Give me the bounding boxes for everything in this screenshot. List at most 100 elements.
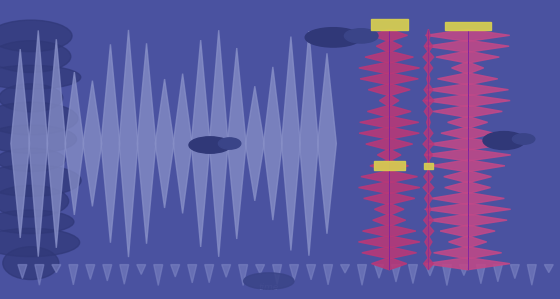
Polygon shape [375, 265, 384, 278]
Ellipse shape [0, 148, 65, 172]
Polygon shape [263, 67, 282, 220]
Polygon shape [120, 265, 129, 284]
Polygon shape [426, 203, 431, 215]
Polygon shape [424, 84, 433, 96]
Polygon shape [510, 265, 519, 279]
Ellipse shape [244, 273, 294, 289]
Polygon shape [459, 265, 468, 275]
Polygon shape [428, 138, 507, 150]
Polygon shape [69, 265, 78, 285]
Polygon shape [363, 192, 415, 205]
Polygon shape [227, 48, 246, 239]
Ellipse shape [0, 165, 81, 196]
Polygon shape [391, 265, 400, 282]
Polygon shape [447, 116, 488, 128]
Polygon shape [425, 236, 432, 248]
Polygon shape [445, 22, 491, 30]
Polygon shape [444, 171, 492, 183]
Polygon shape [427, 73, 430, 85]
Polygon shape [426, 160, 431, 172]
Polygon shape [426, 265, 435, 276]
Ellipse shape [0, 41, 71, 72]
Polygon shape [86, 265, 95, 280]
Ellipse shape [0, 210, 74, 234]
Polygon shape [154, 265, 163, 286]
Polygon shape [436, 51, 500, 63]
Polygon shape [427, 116, 430, 128]
Polygon shape [360, 116, 419, 128]
Polygon shape [205, 265, 214, 283]
Polygon shape [423, 181, 434, 194]
Polygon shape [425, 94, 510, 107]
Polygon shape [368, 84, 410, 96]
Polygon shape [256, 265, 265, 274]
Polygon shape [357, 265, 366, 285]
Polygon shape [47, 39, 66, 248]
Polygon shape [290, 265, 298, 281]
Ellipse shape [0, 20, 72, 52]
Ellipse shape [0, 102, 78, 135]
Polygon shape [300, 31, 318, 256]
Polygon shape [544, 265, 553, 273]
Polygon shape [493, 265, 502, 282]
Polygon shape [433, 247, 502, 259]
Polygon shape [424, 127, 433, 139]
Polygon shape [451, 62, 484, 74]
Polygon shape [372, 257, 407, 270]
Polygon shape [377, 149, 401, 161]
Polygon shape [449, 236, 487, 248]
Polygon shape [29, 30, 48, 257]
Polygon shape [209, 30, 228, 257]
Text: time: time [259, 283, 279, 292]
Polygon shape [424, 40, 432, 52]
Polygon shape [318, 53, 337, 234]
Polygon shape [324, 265, 333, 285]
Polygon shape [52, 265, 61, 273]
Polygon shape [440, 225, 495, 237]
Polygon shape [424, 163, 433, 169]
Ellipse shape [0, 125, 77, 153]
Ellipse shape [218, 138, 241, 149]
Polygon shape [374, 161, 404, 170]
Ellipse shape [0, 185, 69, 217]
Polygon shape [425, 257, 510, 270]
Polygon shape [424, 62, 433, 74]
Polygon shape [437, 73, 498, 85]
Polygon shape [431, 192, 505, 205]
Polygon shape [192, 40, 210, 247]
Polygon shape [137, 43, 156, 244]
Polygon shape [424, 214, 433, 226]
Polygon shape [173, 74, 192, 213]
Polygon shape [245, 86, 264, 201]
Polygon shape [365, 51, 413, 63]
Polygon shape [424, 171, 433, 183]
Polygon shape [528, 265, 536, 285]
Polygon shape [427, 29, 430, 42]
Polygon shape [371, 19, 408, 30]
Polygon shape [423, 138, 434, 150]
Polygon shape [171, 265, 180, 277]
Polygon shape [366, 138, 413, 150]
Polygon shape [367, 105, 411, 118]
Polygon shape [441, 127, 494, 139]
Polygon shape [430, 160, 505, 172]
Polygon shape [119, 30, 138, 257]
Polygon shape [408, 265, 417, 283]
Polygon shape [376, 40, 402, 52]
Polygon shape [445, 181, 491, 194]
Polygon shape [424, 203, 511, 215]
Polygon shape [358, 236, 420, 248]
Polygon shape [11, 49, 30, 238]
Polygon shape [103, 265, 112, 281]
Polygon shape [373, 214, 405, 226]
Ellipse shape [0, 84, 63, 112]
Polygon shape [101, 44, 120, 243]
Ellipse shape [3, 247, 59, 280]
Polygon shape [359, 62, 419, 74]
Polygon shape [375, 203, 404, 215]
Polygon shape [371, 29, 408, 42]
Polygon shape [423, 51, 434, 63]
Polygon shape [380, 94, 399, 107]
Ellipse shape [483, 132, 525, 150]
Polygon shape [423, 225, 433, 237]
